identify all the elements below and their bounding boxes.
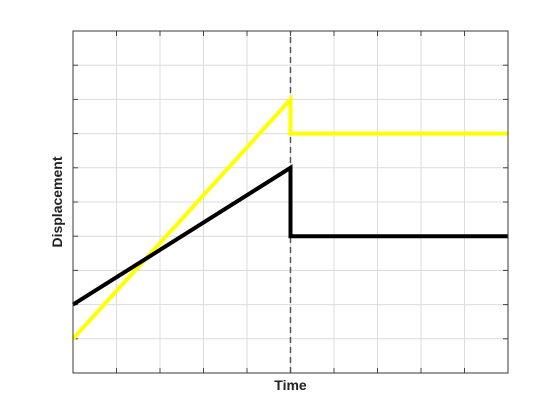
plot-frame (72, 30, 509, 374)
x-axis-label: Time (274, 377, 307, 393)
series-line-2 (71, 164, 508, 307)
series-layer (71, 94, 508, 341)
y-axis-label: Displacement (49, 156, 65, 247)
series-line-1 (71, 94, 508, 341)
